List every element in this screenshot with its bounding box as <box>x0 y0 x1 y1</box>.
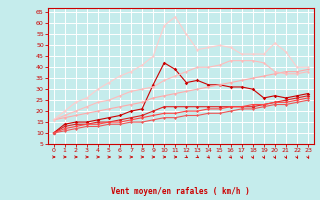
Text: Vent moyen/en rafales ( km/h ): Vent moyen/en rafales ( km/h ) <box>111 187 250 196</box>
